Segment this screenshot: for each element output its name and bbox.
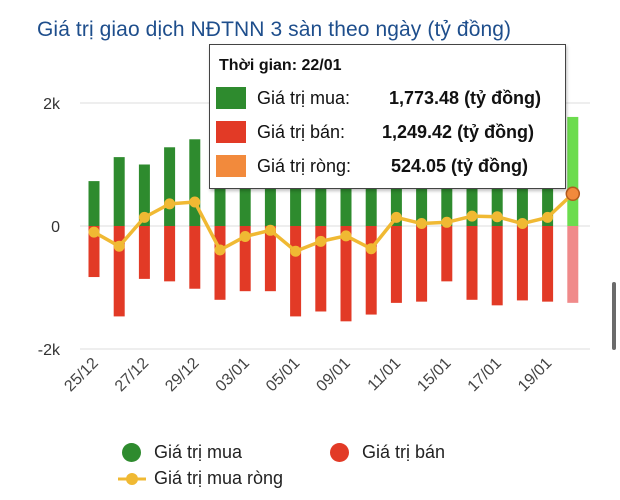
x-tick-label: 19/01 [515, 355, 555, 395]
sell-bar [567, 226, 579, 303]
sell-bar [416, 226, 428, 302]
chart-tooltip: Thời gian: 22/01 Giá trị mua: 1,773.48 (… [209, 44, 566, 189]
buy-bar [164, 147, 176, 226]
x-tick-label: 03/01 [213, 355, 253, 395]
x-tick-label: 29/12 [162, 355, 202, 395]
tooltip-net-swatch [216, 155, 246, 177]
tooltip-buy-value: 1,773.48 (tỷ đồng) [389, 88, 542, 108]
net-point [466, 210, 478, 222]
sell-bar [466, 226, 478, 300]
sell-bar [88, 226, 100, 278]
net-point [516, 218, 528, 230]
net-point [542, 211, 554, 223]
tooltip-sell-label: Giá trị bán: [257, 122, 346, 142]
y-axis-ticks: 2k 0 -2k [38, 96, 61, 359]
net-point [340, 230, 352, 242]
sell-bar [340, 226, 352, 322]
tooltip-buy-label: Giá trị mua: [257, 88, 351, 108]
net-point [390, 211, 402, 223]
sell-bar [290, 226, 302, 317]
net-point [164, 198, 176, 210]
x-tick-label: 17/01 [465, 355, 505, 395]
y-tick-label: -2k [38, 342, 61, 359]
x-tick-label: 25/12 [61, 355, 101, 395]
legend-item-sell[interactable]: Giá trị bán [330, 441, 480, 465]
legend-item-net[interactable]: Giá trị mua ròng [118, 467, 322, 491]
buy-bar [138, 164, 150, 226]
net-point [138, 211, 150, 223]
net-point [189, 196, 201, 208]
tooltip-net-label: Giá trị ròng: [257, 156, 352, 176]
sell-bar [516, 226, 528, 301]
net-point [264, 224, 276, 236]
y-tick-label: 2k [43, 96, 61, 113]
sell-bar [113, 226, 125, 317]
buy-bar [88, 181, 100, 226]
net-point [441, 216, 453, 228]
x-axis-ticks: 25/12 27/12 29/12 03/01 05/01 09/01 11/01 15/01… [61, 355, 555, 395]
tooltip-row-sell: Giá trị bán: 1,249.42 (tỷ đồng) [216, 121, 556, 145]
legend-net-line-icon [118, 473, 146, 485]
net-point [565, 186, 581, 202]
tooltip-row-buy: Giá trị mua: 1,773.48 (tỷ đồng) [216, 87, 556, 111]
x-tick-label: 27/12 [112, 355, 152, 395]
net-point [365, 243, 377, 255]
legend-item-buy[interactable]: Giá trị mua [122, 441, 272, 465]
net-point [214, 244, 226, 256]
sell-bar [315, 226, 327, 312]
buy-bar [113, 157, 125, 226]
tooltip-header: Thời gian: 22/01 [219, 57, 342, 74]
buy-bar [567, 116, 579, 226]
sell-bar [390, 226, 402, 303]
legend-sell-label: Giá trị bán [362, 442, 446, 462]
net-point [290, 245, 302, 257]
net-point [88, 226, 100, 238]
sell-bar [214, 226, 226, 300]
legend-net-label: Giá trị mua ròng [154, 468, 284, 488]
net-point [315, 235, 327, 247]
x-tick-label: 09/01 [313, 355, 353, 395]
sell-bar [365, 226, 377, 315]
tooltip-net-value: 524.05 (tỷ đồng) [391, 156, 529, 176]
buy-bar [340, 154, 352, 226]
x-tick-label: 11/01 [365, 355, 405, 395]
sell-bar [239, 226, 251, 292]
chart-title: Giá trị giao dịch NĐTNN 3 sàn theo ngày … [37, 18, 512, 41]
net-point [113, 240, 125, 252]
tooltip-buy-swatch [216, 87, 246, 109]
net-line [88, 186, 581, 257]
sell-bar [164, 226, 176, 282]
net-point [416, 218, 428, 230]
net-point [491, 211, 503, 223]
x-tick-label: 15/01 [414, 355, 454, 395]
legend-buy-label: Giá trị mua [154, 442, 243, 462]
sell-bar [138, 226, 150, 279]
sell-bar [189, 226, 201, 289]
x-tick-label: 05/01 [263, 355, 303, 395]
tooltip-sell-swatch [216, 121, 246, 143]
buy-bar [416, 153, 428, 226]
scrollbar-thumb[interactable] [612, 282, 616, 350]
buy-bar [365, 155, 377, 226]
legend-buy-dot-icon [122, 443, 141, 462]
net-point [239, 230, 251, 242]
sell-bar [264, 226, 276, 292]
buy-bar [315, 152, 327, 226]
sell-bar [491, 226, 503, 306]
tooltip-row-net: Giá trị ròng: 524.05 (tỷ đồng) [216, 155, 556, 179]
buy-bar [189, 139, 201, 226]
tooltip-sell-value: 1,249.42 (tỷ đồng) [382, 122, 535, 142]
sell-bar [542, 226, 554, 302]
sell-bar [441, 226, 453, 282]
legend-sell-dot-icon [330, 443, 349, 462]
y-tick-label: 0 [51, 219, 60, 236]
buy-bar [290, 152, 302, 226]
